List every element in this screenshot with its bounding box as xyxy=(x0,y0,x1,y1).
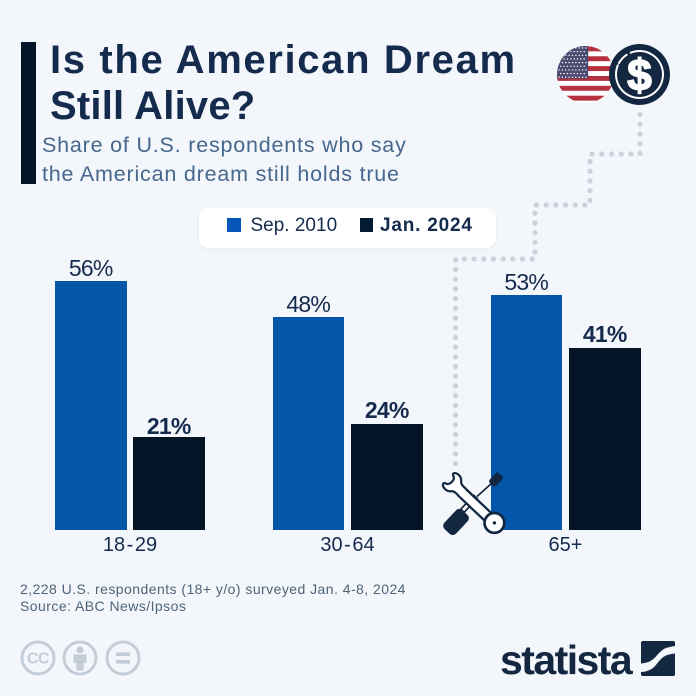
svg-text:$: $ xyxy=(627,51,651,100)
svg-text:CC: CC xyxy=(27,651,50,668)
